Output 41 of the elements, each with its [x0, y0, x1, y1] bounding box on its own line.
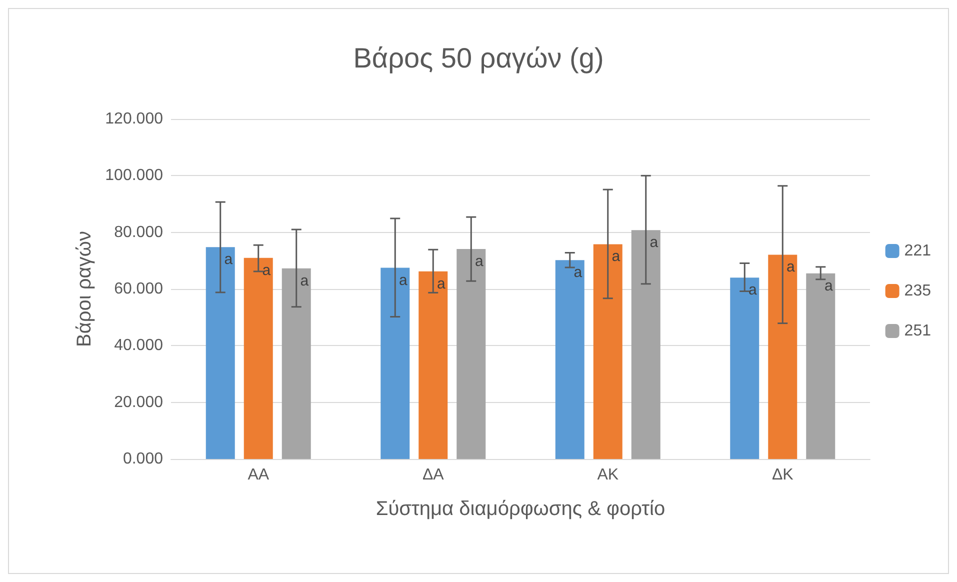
- legend-label: 221: [904, 242, 932, 260]
- data-label: a: [612, 248, 621, 266]
- data-label: a: [824, 277, 834, 294]
- y-tick-label: 80.000: [114, 224, 164, 241]
- bar: [244, 258, 273, 459]
- legend-label: 251: [904, 322, 932, 340]
- bar: [593, 244, 622, 459]
- y-tick-label: 0.000: [122, 450, 164, 468]
- bar: [456, 249, 486, 459]
- bar: [631, 230, 660, 459]
- bar: [730, 278, 760, 459]
- data-label: a: [574, 264, 583, 282]
- data-label: a: [786, 258, 796, 276]
- data-label: a: [262, 262, 272, 279]
- data-label: a: [748, 282, 758, 299]
- x-axis-title: Σύστημα διαμόρφωσης & φορτίο: [376, 498, 666, 520]
- bar: [806, 273, 836, 459]
- y-tick-label: 60.000: [114, 280, 164, 298]
- data-label: a: [398, 272, 408, 289]
- chart-title: Βάρος 50 ραγών (g): [353, 42, 604, 74]
- data-label: a: [224, 251, 234, 268]
- data-label: a: [436, 275, 446, 292]
- bar: [282, 268, 311, 459]
- y-tick-label: 120.000: [105, 110, 164, 128]
- y-tick-label: 40.000: [114, 337, 164, 354]
- bar: [380, 268, 410, 459]
- data-label: a: [650, 234, 659, 252]
- bar: [418, 271, 448, 459]
- bar: [555, 260, 584, 459]
- y-axis-title: Βάροι ραγών: [73, 231, 96, 347]
- x-tick-label: ΑΚ: [597, 466, 619, 484]
- y-tick-label: 100.000: [105, 167, 164, 184]
- x-tick-label: ΑΑ: [248, 466, 270, 484]
- data-label: a: [300, 272, 310, 290]
- data-label: a: [474, 253, 484, 270]
- legend-label: 235: [904, 282, 932, 300]
- bar: [206, 247, 235, 459]
- x-tick-label: ΔΚ: [772, 466, 794, 484]
- bar: [768, 254, 798, 459]
- y-tick-label: 20.000: [114, 394, 164, 411]
- x-tick-label: ΔΑ: [422, 466, 444, 484]
